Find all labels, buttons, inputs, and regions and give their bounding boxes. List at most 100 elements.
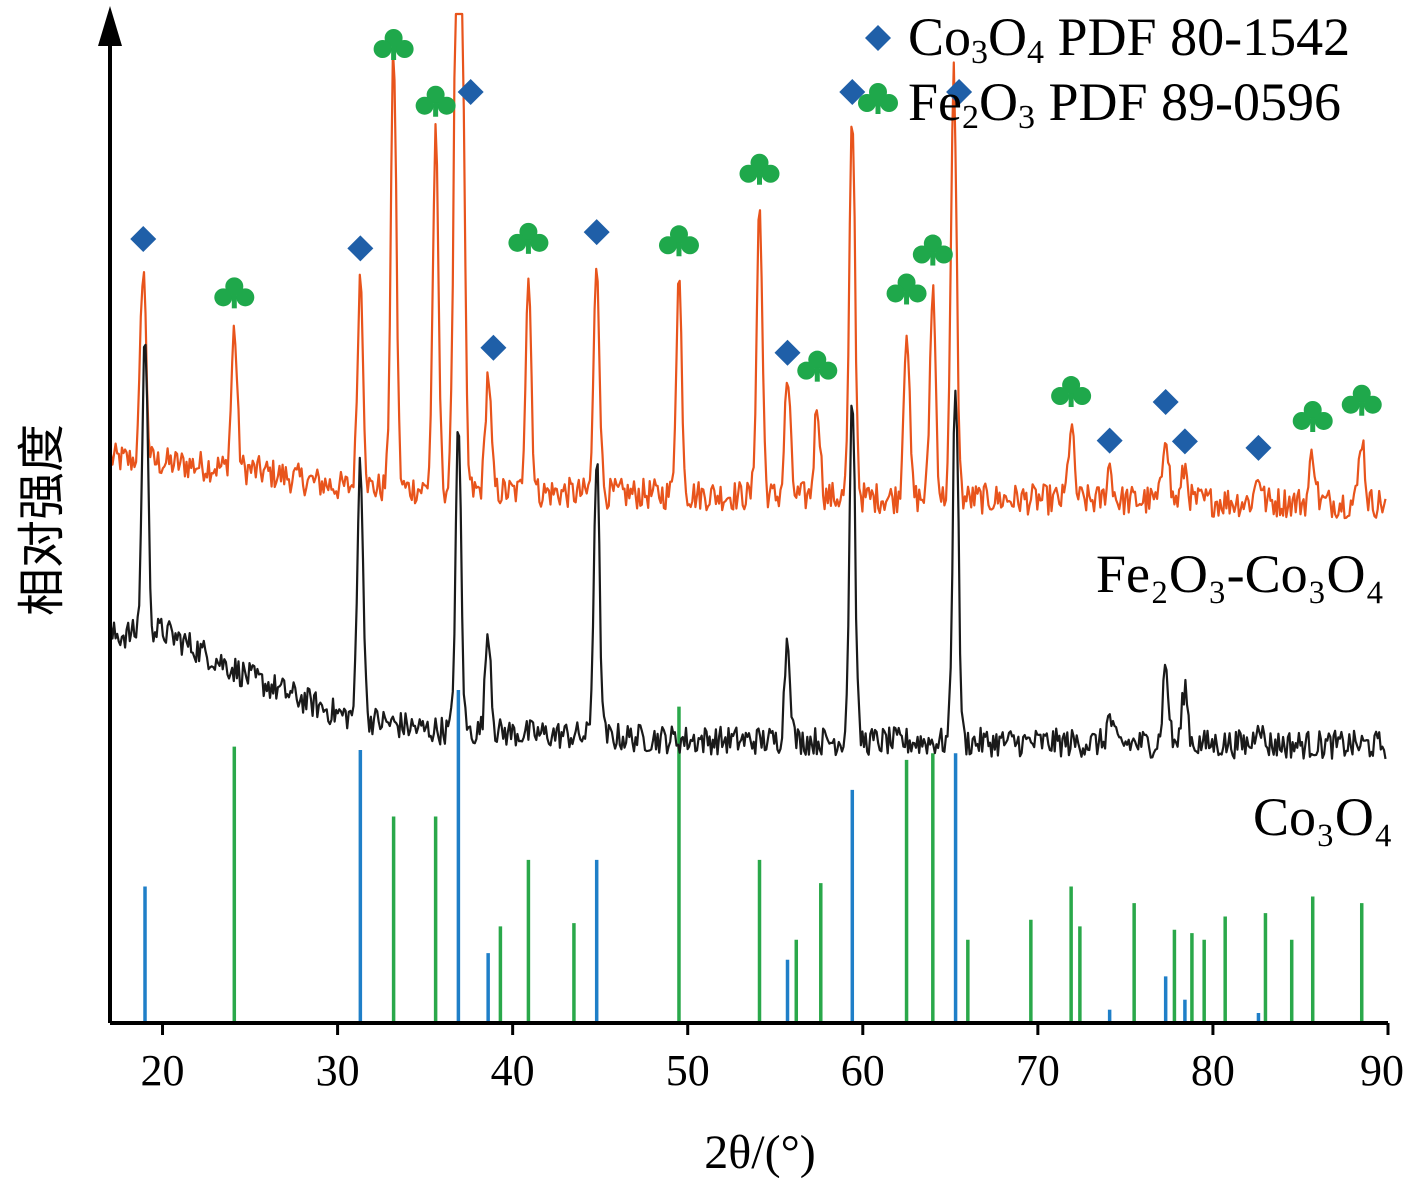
club-marker-8-top — [923, 234, 942, 253]
series-label-fe2o3-co3o4: Fe₂O₃-Co₃O₄ — [1096, 544, 1384, 604]
legend-diamond-shape — [865, 25, 891, 51]
legend-club-shape-right — [880, 94, 898, 112]
club-marker-6-right — [819, 361, 838, 380]
club-marker-10-top — [1303, 400, 1322, 419]
club-marker-2-left — [415, 96, 434, 115]
club-marker-5-top — [750, 153, 769, 172]
diamond-marker-8 — [1096, 427, 1123, 454]
club-marker-2-top — [426, 85, 445, 104]
y-axis-arrow — [98, 6, 122, 46]
club-marker-2-right — [437, 96, 456, 115]
legend-club-shape-left — [858, 94, 876, 112]
x-tick-label-6: 80 — [1191, 1046, 1235, 1095]
peak-markers — [130, 29, 1382, 461]
legend: Co3O4 PDF 80-1542 Fe2O3 PDF 89-0596 — [858, 7, 1350, 136]
x-tick-label-4: 60 — [841, 1046, 885, 1095]
club-marker-6-stem — [814, 367, 820, 382]
club-marker-5-left — [739, 164, 758, 183]
reference-lines — [143, 690, 1364, 1023]
legend-diamond-icon — [865, 25, 891, 51]
diamond-marker-10 — [1171, 428, 1198, 455]
club-marker-11 — [1341, 384, 1382, 416]
diamond-marker-1 — [347, 235, 374, 262]
club-marker-0-right — [236, 288, 255, 307]
club-marker-11-right — [1363, 395, 1382, 414]
club-marker-9 — [1051, 376, 1092, 408]
axes — [98, 6, 1388, 1025]
club-marker-1 — [373, 29, 414, 60]
y-axis-title: 相对强度 — [16, 424, 69, 616]
club-marker-0-left — [214, 288, 233, 307]
x-tick-label-7: 90 — [1360, 1046, 1404, 1095]
club-marker-11-stem — [1359, 401, 1365, 416]
x-tick-label-3: 50 — [666, 1046, 710, 1095]
club-marker-5-right — [761, 164, 780, 183]
club-marker-4-left — [658, 236, 677, 255]
club-marker-3-stem — [525, 239, 531, 254]
club-marker-4-right — [680, 236, 699, 255]
club-marker-7-left — [886, 284, 905, 303]
club-marker-0-stem — [231, 294, 237, 309]
club-marker-1-right — [395, 40, 414, 58]
club-marker-10-right — [1314, 411, 1333, 430]
series-label-co3o4: Co₃O₄ — [1253, 787, 1393, 847]
club-marker-8-stem — [930, 251, 936, 266]
club-marker-1-left — [373, 40, 392, 58]
club-marker-4-stem — [676, 242, 682, 257]
club-marker-0 — [214, 277, 255, 309]
club-marker-0-top — [225, 277, 244, 296]
club-marker-6-left — [797, 361, 816, 380]
club-marker-5-stem — [757, 170, 763, 185]
legend-entry-fe2o3: Fe2O3 PDF 89-0596 — [908, 72, 1341, 136]
club-marker-8-right — [934, 245, 953, 264]
club-marker-9-stem — [1068, 393, 1074, 408]
x-ticks: 20 30 40 50 60 70 80 90 — [141, 1023, 1404, 1095]
club-marker-7-top — [897, 273, 916, 292]
legend-club-shape — [858, 83, 898, 114]
club-marker-10-left — [1292, 411, 1311, 430]
diamond-marker-11 — [1245, 434, 1272, 461]
x-axis-title: 2θ/(°) — [704, 1126, 816, 1179]
club-marker-6 — [797, 350, 838, 382]
club-marker-8 — [912, 234, 953, 266]
club-marker-9-right — [1073, 387, 1092, 406]
club-marker-10-stem — [1310, 417, 1316, 432]
club-marker-10 — [1292, 400, 1333, 432]
legend-club-icon — [858, 83, 898, 114]
series-line-1 — [109, 343, 1387, 760]
club-marker-3-right — [530, 233, 549, 252]
legend-club-shape-top — [869, 83, 887, 101]
club-marker-1-top — [384, 29, 403, 47]
club-marker-11-top — [1352, 384, 1371, 403]
diamond-marker-3 — [480, 334, 507, 361]
diamond-marker-2 — [457, 79, 484, 105]
club-marker-7-right — [908, 284, 927, 303]
series-lines — [109, 12, 1387, 760]
club-marker-8-left — [912, 245, 931, 264]
club-marker-5 — [739, 153, 780, 185]
club-marker-9-left — [1051, 387, 1070, 406]
club-marker-9-top — [1062, 376, 1081, 395]
diamond-marker-5 — [774, 339, 801, 366]
series-line-0 — [109, 12, 1387, 520]
club-marker-3-left — [508, 233, 527, 252]
diamond-marker-6 — [839, 79, 866, 105]
club-marker-7-stem — [904, 290, 910, 305]
club-marker-6-top — [808, 350, 827, 369]
club-marker-4 — [658, 225, 699, 257]
club-marker-1-stem — [391, 46, 397, 60]
x-tick-label-1: 30 — [316, 1046, 360, 1095]
x-tick-label-0: 20 — [141, 1046, 185, 1095]
diamond-marker-7 — [946, 79, 973, 105]
club-marker-11-left — [1341, 395, 1360, 414]
club-marker-7 — [886, 273, 927, 305]
club-marker-2 — [415, 85, 456, 117]
legend-club-shape-stem — [875, 100, 881, 114]
x-tick-label-5: 70 — [1016, 1046, 1060, 1095]
club-marker-3 — [508, 222, 549, 254]
x-tick-label-2: 40 — [491, 1046, 535, 1095]
club-marker-2-stem — [433, 102, 439, 117]
club-marker-4-top — [669, 225, 688, 244]
diamond-marker-4 — [583, 219, 610, 246]
